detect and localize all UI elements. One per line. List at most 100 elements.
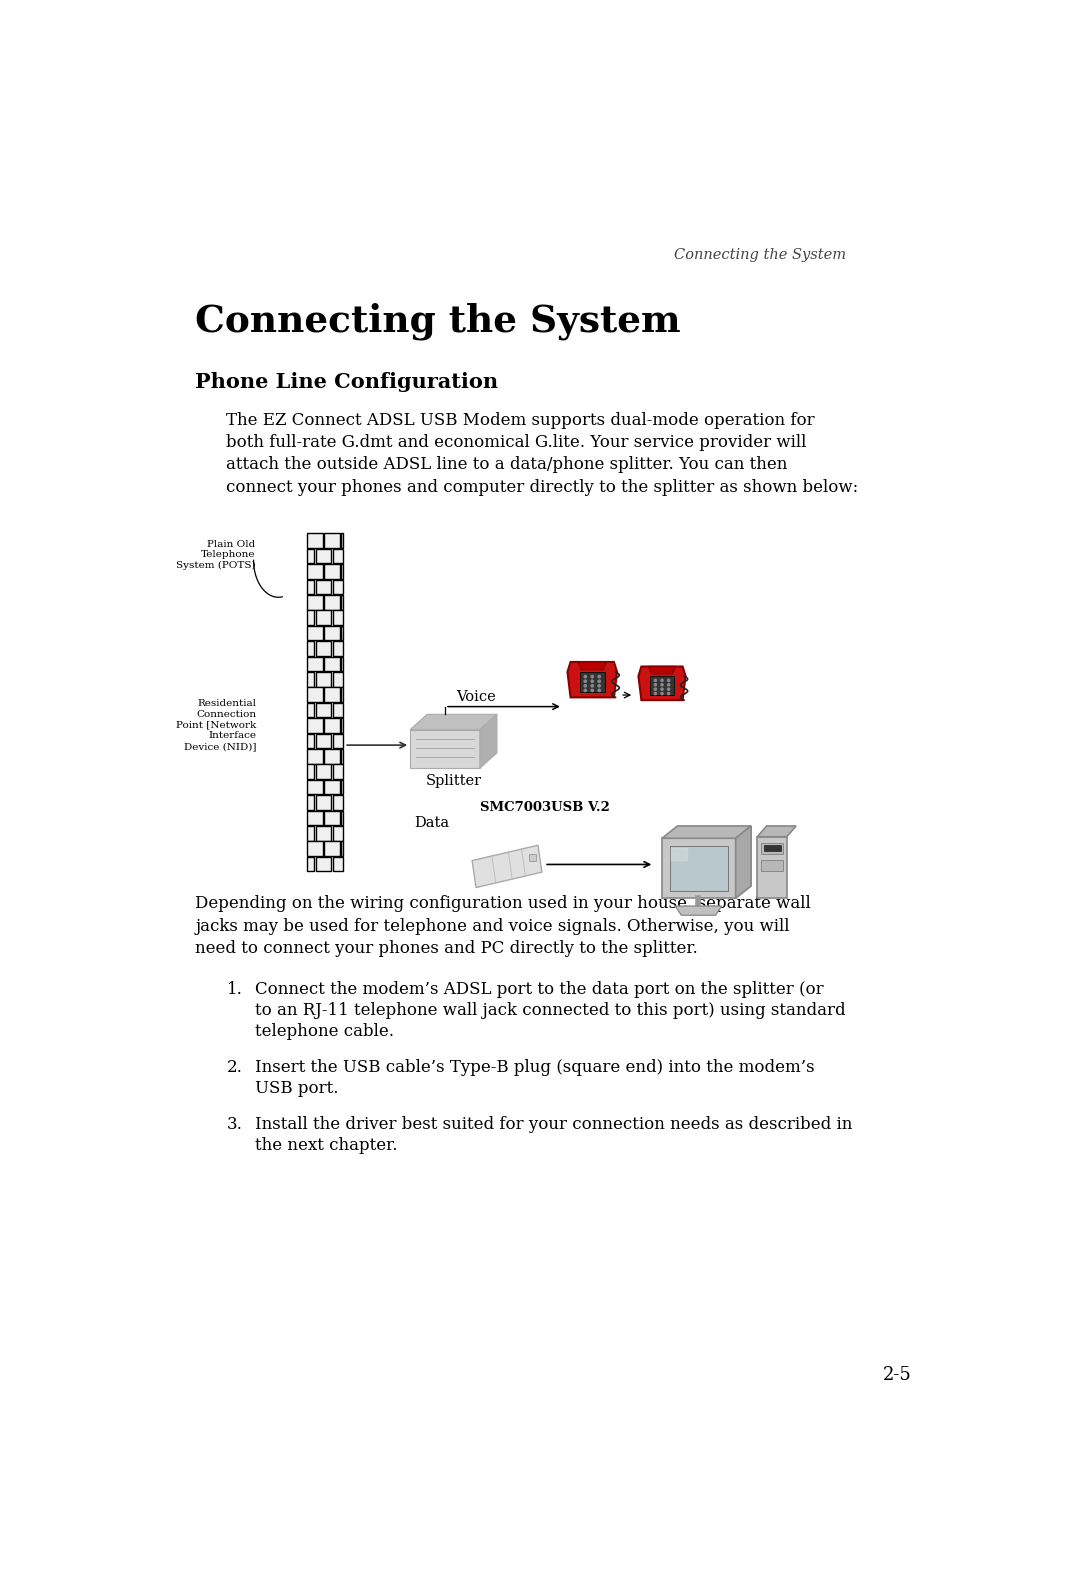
Bar	[580, 672, 605, 692]
Bar	[324, 717, 339, 733]
Bar	[324, 688, 339, 702]
Bar	[307, 857, 314, 871]
Bar	[333, 733, 342, 749]
Text: Point [Network: Point [Network	[176, 721, 257, 730]
Bar	[307, 550, 314, 564]
Circle shape	[661, 680, 663, 681]
Polygon shape	[567, 663, 617, 697]
Bar	[315, 765, 332, 779]
Bar	[307, 611, 314, 625]
Bar	[307, 564, 323, 579]
Circle shape	[598, 689, 600, 692]
Circle shape	[654, 680, 657, 681]
Bar	[324, 656, 339, 672]
Text: jacks may be used for telephone and voice signals. Otherwise, you will: jacks may be used for telephone and voic…	[195, 917, 789, 934]
Text: Device (NID)]: Device (NID)]	[185, 743, 257, 750]
Text: Phone Line Configuration: Phone Line Configuration	[195, 372, 499, 391]
Text: attach the outside ADSL line to a data/phone splitter. You can then: attach the outside ADSL line to a data/p…	[227, 457, 787, 474]
Polygon shape	[757, 826, 796, 837]
Circle shape	[584, 680, 586, 683]
Bar	[670, 846, 728, 890]
Text: both full-rate G.dmt and economical G.lite. Your service provider will: both full-rate G.dmt and economical G.li…	[227, 433, 807, 451]
Text: Plain Old: Plain Old	[207, 540, 255, 548]
Bar	[333, 857, 342, 871]
Bar	[341, 656, 342, 672]
Text: telephone cable.: telephone cable.	[255, 1024, 394, 1039]
Bar	[315, 579, 332, 593]
Text: USB port.: USB port.	[255, 1080, 339, 1097]
Bar	[324, 626, 339, 641]
Text: 1.: 1.	[227, 981, 242, 999]
Bar	[307, 641, 314, 656]
Polygon shape	[638, 667, 686, 700]
Bar	[341, 595, 342, 609]
Text: Interface: Interface	[208, 732, 257, 739]
Bar	[307, 765, 314, 779]
Polygon shape	[649, 667, 675, 674]
Circle shape	[591, 689, 593, 692]
Bar	[341, 564, 342, 579]
Text: Depending on the wiring configuration used in your house, separate wall: Depending on the wiring configuration us…	[195, 895, 811, 912]
Bar	[315, 857, 332, 871]
Bar	[315, 794, 332, 810]
Text: 2-5: 2-5	[882, 1366, 912, 1385]
Bar	[761, 843, 783, 854]
Text: Install the driver best suited for your connection needs as described in: Install the driver best suited for your …	[255, 1116, 852, 1134]
Bar	[324, 780, 339, 794]
Bar	[315, 826, 332, 840]
Bar	[307, 595, 323, 609]
Bar	[333, 765, 342, 779]
Bar	[341, 717, 342, 733]
Text: Telephone: Telephone	[201, 551, 255, 559]
Bar	[324, 749, 339, 763]
Text: connect your phones and computer directly to the splitter as shown below:: connect your phones and computer directl…	[227, 479, 859, 496]
Circle shape	[661, 688, 663, 691]
Polygon shape	[757, 837, 786, 898]
Text: Residential: Residential	[198, 699, 257, 708]
Bar	[341, 749, 342, 763]
Polygon shape	[410, 730, 480, 768]
Bar	[333, 579, 342, 593]
Text: Splitter: Splitter	[426, 774, 482, 788]
Bar	[341, 626, 342, 641]
Circle shape	[667, 680, 670, 681]
Bar	[307, 579, 314, 593]
Bar	[333, 611, 342, 625]
Bar	[307, 749, 323, 763]
Circle shape	[591, 675, 593, 678]
Circle shape	[667, 683, 670, 686]
Polygon shape	[735, 826, 751, 898]
Bar	[333, 794, 342, 810]
Text: Connecting the System: Connecting the System	[195, 303, 681, 339]
Bar	[341, 810, 342, 826]
Bar	[324, 595, 339, 609]
Bar	[315, 611, 332, 625]
Text: Connect the modem’s ADSL port to the data port on the splitter (or: Connect the modem’s ADSL port to the dat…	[255, 981, 824, 999]
Bar	[315, 550, 332, 564]
Polygon shape	[675, 906, 721, 915]
Circle shape	[661, 692, 663, 694]
Bar	[315, 641, 332, 656]
Polygon shape	[410, 714, 497, 730]
Bar	[341, 534, 342, 548]
Bar	[324, 842, 339, 856]
Polygon shape	[662, 826, 751, 838]
Circle shape	[591, 685, 593, 688]
Bar	[333, 826, 342, 840]
Circle shape	[584, 689, 586, 692]
Bar	[307, 717, 323, 733]
Bar	[333, 550, 342, 564]
Circle shape	[598, 675, 600, 678]
Text: 3.: 3.	[227, 1116, 242, 1134]
Text: Data: Data	[414, 816, 449, 831]
Circle shape	[667, 688, 670, 691]
Bar	[307, 656, 323, 672]
Text: 2.: 2.	[227, 1060, 242, 1077]
Bar	[341, 780, 342, 794]
Bar	[307, 733, 314, 749]
Text: to an RJ-11 telephone wall jack connected to this port) using standard: to an RJ-11 telephone wall jack connecte…	[255, 1002, 846, 1019]
Text: need to connect your phones and PC directly to the splitter.: need to connect your phones and PC direc…	[195, 940, 698, 958]
Bar	[324, 564, 339, 579]
Bar	[307, 688, 323, 702]
Bar	[324, 534, 339, 548]
